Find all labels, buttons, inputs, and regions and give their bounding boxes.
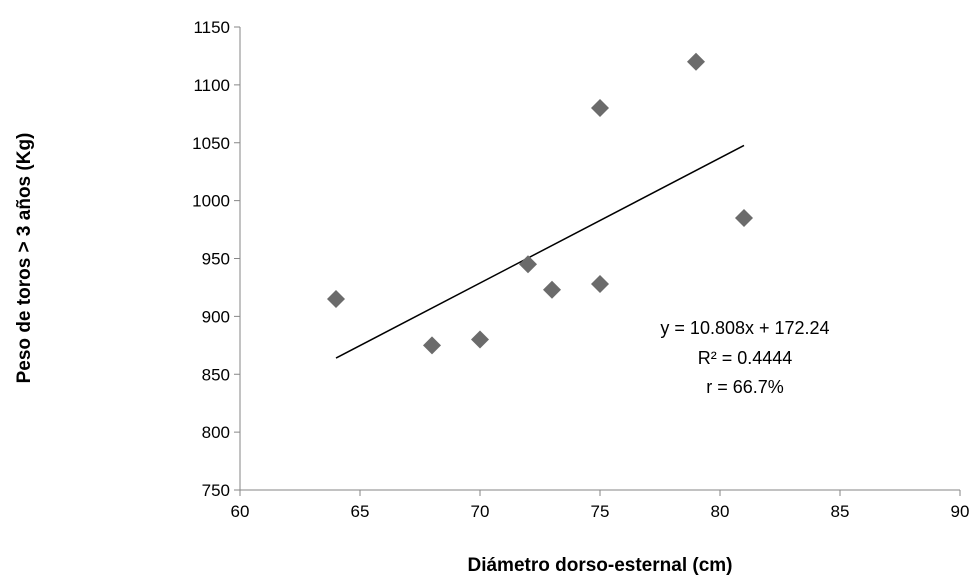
y-tick-label: 850	[202, 365, 230, 384]
y-tick-label: 1050	[192, 134, 230, 153]
x-axis-ticks: 60 65 70 75 80 85 90	[231, 490, 970, 521]
x-axis-title: Diámetro dorso-esternal (cm)	[467, 555, 732, 576]
data-point	[543, 280, 561, 299]
y-tick-label: 900	[202, 307, 230, 326]
equation-label: y = 10.808x + 172.24	[660, 318, 829, 338]
axes	[239, 27, 960, 491]
x-tick-label: 90	[951, 502, 970, 521]
data-point	[519, 255, 537, 274]
data-point	[327, 290, 345, 309]
data-point	[423, 336, 441, 355]
x-tick-label: 65	[351, 502, 370, 521]
x-tick-label: 80	[711, 502, 730, 521]
r-percent-label: r = 66.7%	[706, 377, 784, 397]
y-tick-label: 1000	[192, 192, 230, 211]
data-point	[591, 99, 609, 118]
r-squared-label: R² = 0.4444	[698, 348, 793, 368]
y-tick-label: 800	[202, 423, 230, 442]
data-point	[591, 274, 609, 293]
y-tick-label: 1100	[193, 76, 230, 95]
data-points	[327, 52, 753, 355]
x-tick-label: 70	[471, 502, 490, 521]
trendline-group	[335, 144, 745, 359]
y-axis-title: Peso de toros > 3 años (Kg)	[14, 133, 35, 384]
x-tick-label: 60	[231, 502, 250, 521]
data-point	[735, 208, 753, 227]
y-axis-ticks: 750 800 850 900 950 1000 1050 1100 1150	[192, 18, 240, 500]
data-point	[471, 330, 489, 349]
y-tick-label: 750	[202, 481, 230, 500]
y-tick-label: 1150	[193, 18, 230, 37]
y-tick-label: 950	[202, 250, 230, 269]
trendline	[335, 144, 745, 359]
x-tick-label: 85	[831, 502, 850, 521]
data-point	[687, 52, 705, 71]
x-tick-label: 75	[591, 502, 610, 521]
